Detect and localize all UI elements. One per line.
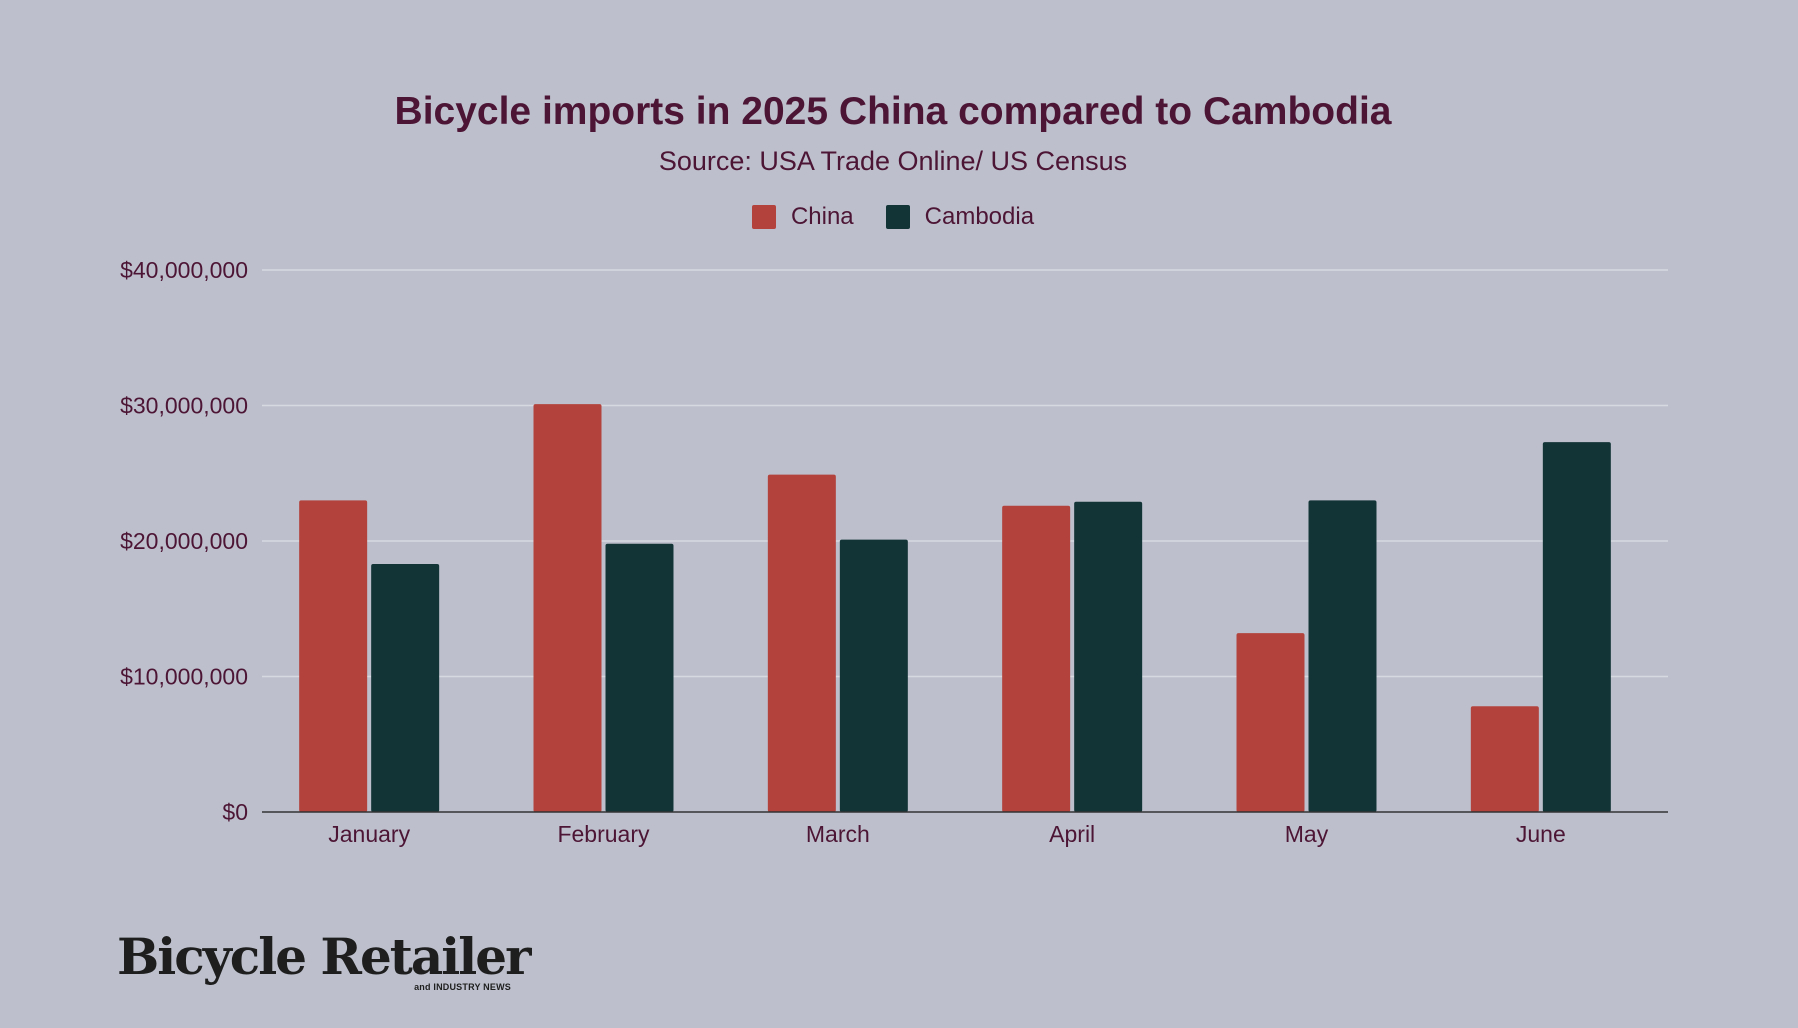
x-tick-label: May — [1285, 821, 1329, 847]
y-tick-label: $20,000,000 — [120, 528, 248, 554]
legend-swatch-china — [751, 205, 776, 229]
bar-cambodia-january — [371, 564, 440, 812]
bar-china-january — [299, 500, 368, 812]
bar-cambodia-june — [1542, 442, 1611, 812]
bar-cambodia-april — [1074, 501, 1143, 812]
legend-label-china: China — [790, 203, 854, 230]
x-tick-label: June — [1516, 821, 1566, 847]
legend-item-china: China — [751, 203, 854, 231]
bar-cambodia-february — [605, 543, 674, 812]
bar-china-april — [1002, 505, 1071, 812]
y-tick-label: $0 — [222, 799, 248, 825]
x-tick-label: January — [328, 821, 410, 847]
legend-swatch-cambodia — [885, 205, 910, 229]
logo-wordmark: Bicycle Retailer — [117, 927, 531, 986]
chart-title: Bicycle imports in 2025 China compared t… — [394, 90, 1392, 133]
x-tick-label: April — [1049, 821, 1095, 847]
bar-china-june — [1470, 706, 1539, 812]
bicycle-retailer-logo: Bicycle Retailer and INDUSTRY NEWS — [117, 927, 531, 996]
bar-cambodia-may — [1308, 500, 1377, 812]
legend-item-cambodia: Cambodia — [885, 203, 1035, 231]
chart-subtitle: Source: USA Trade Online/ US Census — [658, 146, 1128, 176]
bar-china-may — [1236, 633, 1305, 812]
bar-china-february — [533, 404, 602, 812]
y-tick-label: $30,000,000 — [120, 393, 248, 419]
y-tick-label: $10,000,000 — [120, 664, 248, 690]
logo-tagline: and INDUSTRY NEWS — [414, 982, 511, 992]
y-tick-label: $40,000,000 — [120, 257, 248, 283]
bar-china-march — [767, 474, 836, 812]
chart-legend: China Cambodia — [0, 203, 1786, 231]
legend-label-cambodia: Cambodia — [924, 203, 1035, 230]
x-tick-label: February — [557, 821, 650, 847]
bar-cambodia-march — [839, 539, 908, 812]
x-tick-label: March — [806, 821, 870, 847]
